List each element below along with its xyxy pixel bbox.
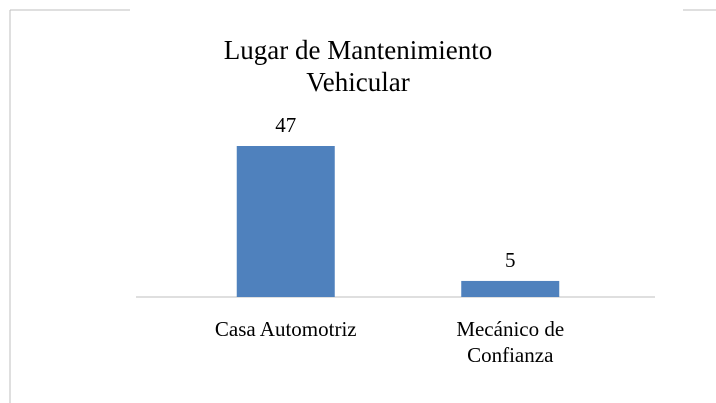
x-tick-label: Casa Automotriz <box>214 317 357 341</box>
bar <box>461 280 560 297</box>
x-tick-label: Mecánico de Confianza <box>456 317 565 367</box>
chart-title: Lugar de Mantenimiento Vehicular <box>223 35 493 97</box>
bar <box>236 146 335 297</box>
data-label: 5 <box>505 248 516 272</box>
data-label: 47 <box>275 113 296 137</box>
